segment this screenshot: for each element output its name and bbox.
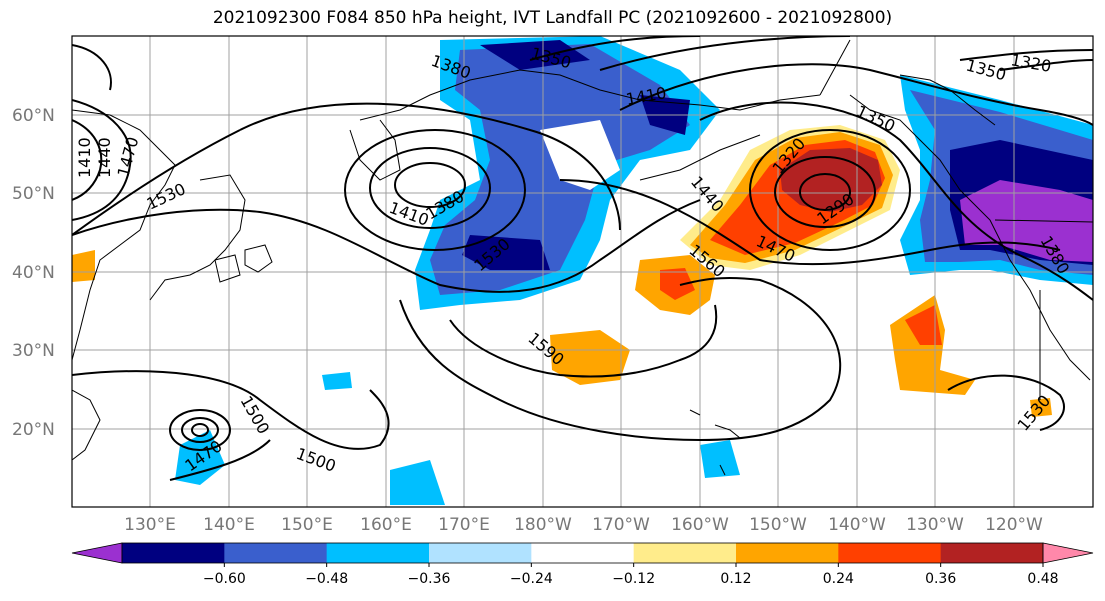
colorbar-tick-label: 0.12 xyxy=(720,571,751,587)
map-frame xyxy=(71,35,1094,508)
lon-label: 170°E xyxy=(438,515,490,535)
lon-label: 120°W xyxy=(985,515,1043,535)
lat-label: 30°N xyxy=(12,341,55,361)
colorbar-tick-label: −0.60 xyxy=(203,571,246,587)
colorbar-segment xyxy=(838,543,942,563)
colorbar-extend-low xyxy=(71,542,123,564)
colorbar-segment xyxy=(940,543,1044,563)
colorbar-ticks: −0.60 −0.48 −0.36 −0.24 −0.12 0.12 0.24 0.36 0.4… xyxy=(203,563,1059,587)
contour-label: 1440 xyxy=(95,137,114,178)
lon-label: 130°E xyxy=(124,515,176,535)
lon-label: 170°W xyxy=(592,515,650,535)
lon-label: 160°W xyxy=(671,515,729,535)
colorbar-segment xyxy=(429,543,532,563)
coastlines xyxy=(72,39,1093,476)
colorbar-segment xyxy=(633,543,737,563)
map-title: 2021092300 F084 850 hPa height, IVT Land… xyxy=(212,8,893,28)
colorbar xyxy=(71,542,1094,564)
colorbar-segment xyxy=(531,543,635,563)
longitude-labels: 130°E 140°E 150°E 160°E 170°E 180°W 170°… xyxy=(124,515,1043,535)
lon-label: 150°W xyxy=(749,515,807,535)
colorbar-tick-label: −0.24 xyxy=(510,571,553,587)
colorbar-tick-label: 0.36 xyxy=(925,571,956,587)
lon-label: 150°E xyxy=(281,515,333,535)
ivt-shading xyxy=(72,36,1093,505)
colorbar-tick-label: −0.12 xyxy=(612,571,655,587)
colorbar-segment xyxy=(224,543,328,563)
latitude-labels: 60°N 50°N 40°N 30°N 20°N xyxy=(12,106,55,440)
colorbar-segment xyxy=(326,543,430,563)
lat-label: 60°N xyxy=(12,106,55,126)
lon-label: 140°W xyxy=(828,515,886,535)
lon-label: 140°E xyxy=(203,515,255,535)
lat-label: 50°N xyxy=(12,184,55,204)
colorbar-extend-high xyxy=(1042,542,1094,564)
colorbar-tick-label: 0.48 xyxy=(1027,571,1058,587)
colorbar-segment xyxy=(122,543,225,563)
colorbar-segment xyxy=(736,543,839,563)
height-contours xyxy=(72,36,1093,481)
colorbar-frame xyxy=(121,542,1044,564)
colorbar-tick-label: −0.48 xyxy=(305,571,348,587)
colorbar-tick-label: 0.24 xyxy=(823,571,854,587)
lon-label: 180°W xyxy=(514,515,572,535)
colorbar-tick-label: −0.36 xyxy=(408,571,451,587)
lon-label: 130°W xyxy=(906,515,964,535)
contour-label: 1410 xyxy=(75,137,94,178)
lon-label: 160°E xyxy=(360,515,412,535)
lat-label: 20°N xyxy=(12,420,55,440)
lat-label: 40°N xyxy=(12,263,55,283)
